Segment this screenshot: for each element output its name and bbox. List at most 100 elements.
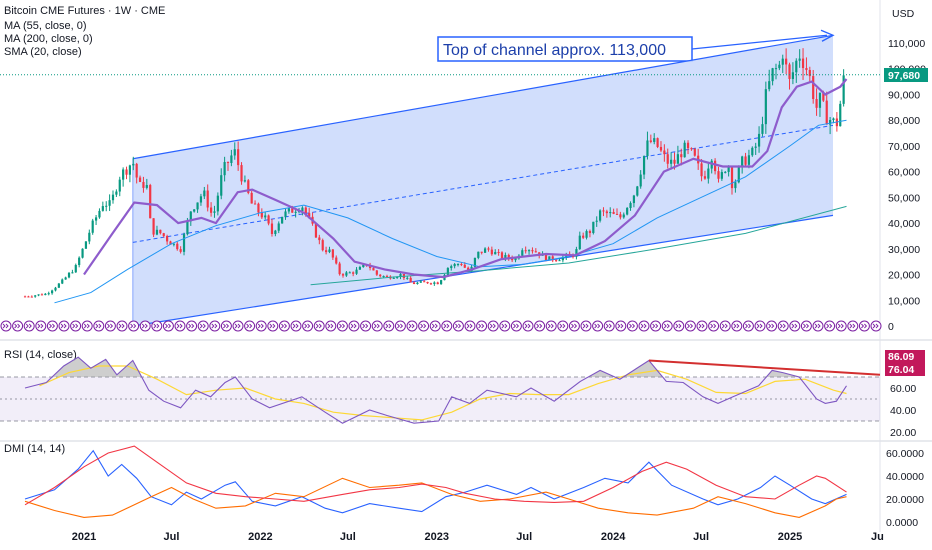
event-marker[interactable]: [708, 320, 720, 332]
time-tick-label: Jul: [516, 531, 532, 543]
event-marker[interactable]: [731, 320, 743, 332]
candle-body: [673, 159, 676, 164]
event-marker-icon: [269, 323, 276, 329]
event-marker[interactable]: [394, 320, 406, 332]
event-marker[interactable]: [847, 320, 859, 332]
event-marker-icon: [339, 323, 346, 329]
event-marker[interactable]: [684, 320, 696, 332]
event-marker[interactable]: [603, 320, 615, 332]
event-marker[interactable]: [197, 320, 209, 332]
event-marker[interactable]: [93, 320, 105, 332]
event-marker[interactable]: [128, 320, 140, 332]
channel-fill: [132, 35, 834, 327]
event-marker[interactable]: [313, 320, 325, 332]
candle-body: [555, 260, 558, 262]
event-marker[interactable]: [104, 320, 116, 332]
event-marker[interactable]: [35, 320, 47, 332]
event-marker[interactable]: [46, 320, 58, 332]
event-marker[interactable]: [522, 320, 534, 332]
candle-body: [632, 195, 636, 204]
event-marker-icon: [176, 323, 183, 329]
event-marker[interactable]: [418, 320, 430, 332]
event-marker[interactable]: [742, 320, 754, 332]
event-marker[interactable]: [371, 320, 383, 332]
event-marker[interactable]: [545, 320, 557, 332]
event-marker[interactable]: [499, 320, 511, 332]
event-marker[interactable]: [139, 320, 151, 332]
event-marker[interactable]: [696, 320, 708, 332]
event-marker[interactable]: [824, 320, 836, 332]
event-marker[interactable]: [452, 320, 464, 332]
event-marker[interactable]: [232, 320, 244, 332]
axes[interactable]: 110,000 90,000 80,000 70,000 60,000 50,000 40,…: [72, 38, 926, 543]
event-marker[interactable]: [777, 320, 789, 332]
event-marker[interactable]: [754, 320, 766, 332]
candle-body: [602, 210, 605, 212]
event-marker[interactable]: [476, 320, 488, 332]
event-marker[interactable]: [800, 320, 812, 332]
event-marker[interactable]: [383, 320, 395, 332]
event-marker[interactable]: [336, 320, 348, 332]
event-marker[interactable]: [534, 320, 546, 332]
event-marker[interactable]: [626, 320, 638, 332]
candle-body: [128, 165, 132, 175]
event-marker[interactable]: [661, 320, 673, 332]
event-marker[interactable]: [23, 320, 35, 332]
event-marker[interactable]: [116, 320, 128, 332]
event-marker[interactable]: [580, 320, 592, 332]
candle-body: [260, 212, 263, 218]
event-marker[interactable]: [719, 320, 731, 332]
event-marker[interactable]: [487, 320, 499, 332]
event-marker-icon: [710, 323, 717, 329]
event-marker-icon: [779, 323, 786, 329]
event-marker[interactable]: [429, 320, 441, 332]
event-marker[interactable]: [267, 320, 279, 332]
event-marker[interactable]: [12, 320, 24, 332]
event-marker[interactable]: [290, 320, 302, 332]
event-marker[interactable]: [186, 320, 198, 332]
candle-body: [399, 274, 402, 277]
candle-body: [527, 250, 531, 252]
event-marker[interactable]: [510, 320, 522, 332]
event-marker[interactable]: [615, 320, 627, 332]
event-marker[interactable]: [789, 320, 801, 332]
event-marker[interactable]: [278, 320, 290, 332]
event-marker[interactable]: [650, 320, 662, 332]
event-marker-icon: [95, 323, 102, 329]
event-marker[interactable]: [325, 320, 337, 332]
event-marker[interactable]: [673, 320, 685, 332]
event-marker-icon: [652, 323, 659, 329]
event-marker[interactable]: [766, 320, 778, 332]
event-marker[interactable]: [360, 320, 372, 332]
event-marker[interactable]: [557, 320, 569, 332]
event-marker[interactable]: [348, 320, 360, 332]
event-marker[interactable]: [81, 320, 93, 332]
event-marker[interactable]: [162, 320, 174, 332]
event-marker[interactable]: [441, 320, 453, 332]
event-marker[interactable]: [870, 320, 882, 332]
event-marker[interactable]: [209, 320, 221, 332]
candle-body: [829, 120, 832, 125]
event-marker[interactable]: [151, 320, 163, 332]
candle-body: [352, 272, 355, 274]
event-marker[interactable]: [835, 320, 847, 332]
event-marker[interactable]: [58, 320, 70, 332]
event-marker[interactable]: [638, 320, 650, 332]
event-marker[interactable]: [244, 320, 256, 332]
event-marker[interactable]: [568, 320, 580, 332]
candle-body: [839, 103, 842, 127]
event-marker[interactable]: [255, 320, 267, 332]
event-marker[interactable]: [0, 320, 12, 332]
event-marker[interactable]: [406, 320, 418, 332]
event-marker[interactable]: [70, 320, 82, 332]
event-marker[interactable]: [592, 320, 604, 332]
event-marker[interactable]: [812, 320, 824, 332]
event-marker[interactable]: [858, 320, 870, 332]
candle-body: [744, 156, 747, 165]
candle-body: [815, 99, 818, 108]
event-marker[interactable]: [302, 320, 314, 332]
event-marker[interactable]: [464, 320, 476, 332]
candle-body: [226, 162, 230, 164]
event-marker[interactable]: [174, 320, 186, 332]
event-marker[interactable]: [220, 320, 232, 332]
